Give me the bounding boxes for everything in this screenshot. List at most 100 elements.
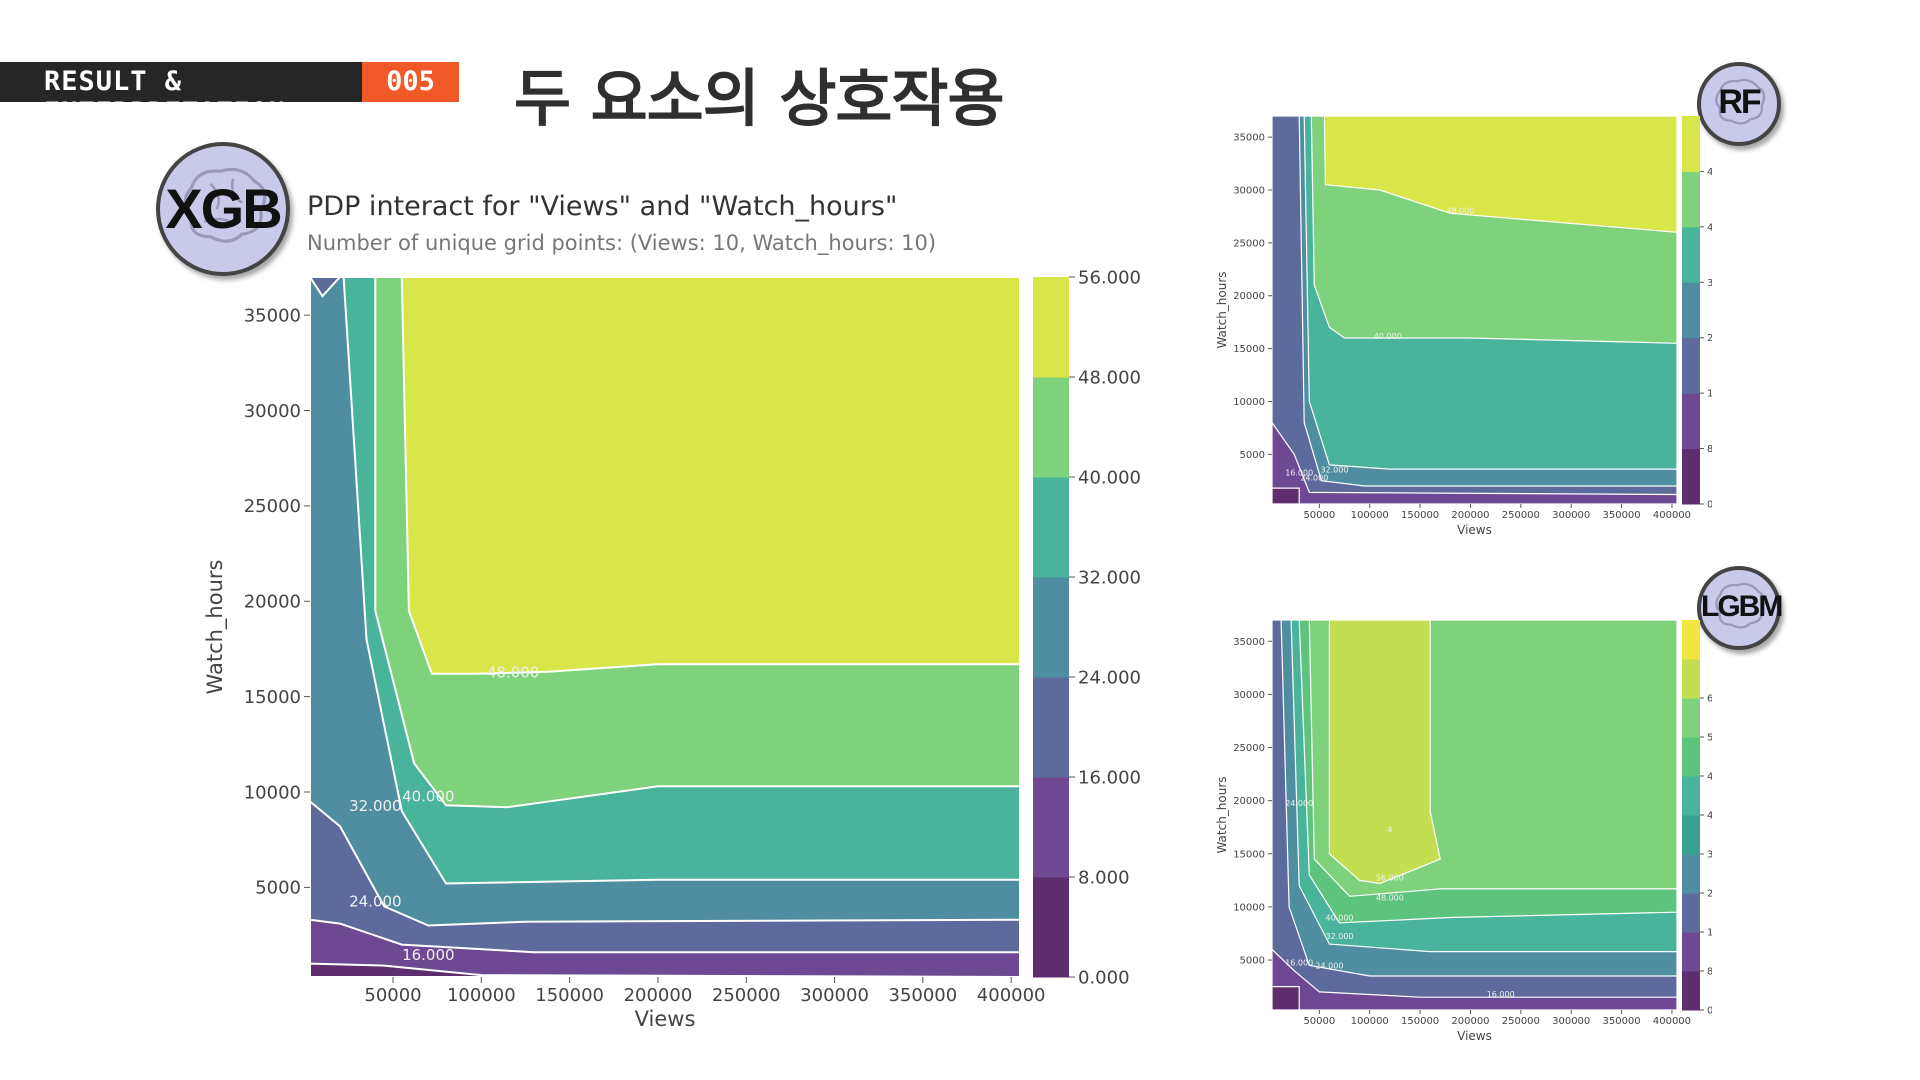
brain-icon: [183, 167, 267, 243]
lgbm-badge-label: LGBM: [1701, 590, 1783, 623]
x-tick-label: 100000: [1351, 510, 1389, 521]
rf-badge: RF: [1697, 62, 1781, 146]
contour-label: 32.000: [1326, 932, 1354, 941]
colorbar-tick-label: 56.000: [1078, 267, 1141, 288]
contour-label: 16.000: [1285, 958, 1313, 967]
x-tick-label: 400000: [1653, 1016, 1691, 1027]
x-tick-label: 350000: [1602, 510, 1640, 521]
colorbar-tick-label: 16.000: [1078, 767, 1141, 788]
colorbar-segment: [1682, 393, 1700, 450]
colorbar-segment: [1682, 171, 1700, 228]
colorbar-tick-label: 32.000: [1707, 850, 1712, 861]
colorbar-tick-label: 32.000: [1707, 278, 1712, 289]
x-tick-label: 300000: [1552, 510, 1590, 521]
contour-region: [1272, 421, 1677, 504]
contour-label: 48.000: [1376, 894, 1404, 903]
colorbar-segment: [1682, 815, 1700, 855]
contour-region: [1328, 620, 1441, 885]
xgb-badge: XGB: [156, 142, 290, 276]
y-axis-label: Watch_hours: [1215, 776, 1229, 853]
plot-area: [1272, 620, 1677, 1010]
y-tick-label: 20000: [1233, 796, 1265, 807]
plot-area: [310, 277, 1020, 977]
y-tick-label: 35000: [1233, 133, 1265, 144]
y-tick-label: 30000: [1233, 186, 1265, 197]
colorbar-segment: [1033, 777, 1069, 878]
y-tick-label: 20000: [244, 592, 301, 613]
section-number: 005: [386, 66, 435, 97]
colorbar-segment: [1033, 477, 1069, 578]
rf-badge-label: RF: [1718, 83, 1761, 121]
colorbar-tick-label: 24.000: [1707, 333, 1712, 344]
y-tick-label: 25000: [1233, 238, 1265, 249]
colorbar-tick-label: 0.000: [1078, 967, 1130, 988]
x-tick-label: 150000: [1401, 510, 1439, 521]
colorbar-segment: [1682, 854, 1700, 894]
x-tick-label: 150000: [535, 985, 604, 1006]
colorbar-segment: [1682, 226, 1700, 283]
contour-region: [1272, 986, 1300, 1010]
y-tick-label: 10000: [1233, 902, 1265, 913]
y-tick-label: 15000: [1233, 344, 1265, 355]
x-tick-label: 350000: [1602, 1016, 1640, 1027]
colorbar-segment: [1682, 737, 1700, 777]
colorbar-segment: [1682, 932, 1700, 972]
colorbar-tick-label: 0.000: [1707, 1006, 1712, 1017]
colorbar-tick-label: 64.000: [1707, 694, 1712, 705]
colorbar-tick-label: 0.000: [1707, 500, 1712, 511]
colorbar-segment: [1682, 893, 1700, 933]
contour-label: 32.000: [349, 797, 402, 815]
contour-region: [400, 277, 1020, 675]
page-title: 두 요소의 상호작용: [514, 62, 1004, 135]
colorbar-tick-label: 32.000: [1078, 567, 1141, 588]
colorbar-tick-label: 48.000: [1707, 167, 1712, 178]
x-tick-label: 100000: [1351, 1016, 1389, 1027]
colorbar-tick-label: 16.000: [1707, 389, 1712, 400]
contour-label: 40.000: [402, 788, 455, 806]
colorbar-segment: [1682, 282, 1700, 339]
x-tick-label: 200000: [624, 985, 693, 1006]
y-tick-label: 5000: [1240, 956, 1265, 967]
colorbar-segment: [1033, 677, 1069, 778]
x-tick-label: 250000: [1502, 1016, 1540, 1027]
colorbar-tick-label: 8.000: [1707, 967, 1712, 978]
colorbar-tick-label: 40.000: [1078, 467, 1141, 488]
y-tick-label: 35000: [1233, 637, 1265, 648]
x-tick-label: 50000: [364, 985, 421, 1006]
x-tick-label: 400000: [1653, 510, 1691, 521]
colorbar-segment: [1682, 659, 1700, 699]
contour-region: [310, 918, 1020, 977]
colorbar-tick-label: 16.000: [1707, 928, 1712, 939]
colorbar-segment: [1033, 877, 1069, 978]
y-axis-label: Watch_hours: [1215, 271, 1229, 348]
colorbar-segment: [1682, 620, 1700, 660]
contour-label: 16.000: [402, 946, 455, 964]
y-tick-label: 30000: [1233, 690, 1265, 701]
contour-region: [1323, 116, 1677, 233]
x-tick-label: 150000: [1401, 1016, 1439, 1027]
x-tick-label: 100000: [447, 985, 516, 1006]
colorbar-segment: [1682, 776, 1700, 816]
lgbm-badge: LGBM: [1697, 566, 1783, 650]
colorbar-segment: [1682, 698, 1700, 738]
y-tick-label: 20000: [1233, 291, 1265, 302]
x-tick-label: 400000: [977, 985, 1046, 1006]
plot-area: [1272, 116, 1677, 504]
contour-label: 56.000: [1376, 873, 1404, 882]
y-axis-label: Watch_hours: [203, 560, 228, 695]
colorbar-segment: [1682, 448, 1700, 505]
contour-region: [310, 962, 1020, 977]
contour-region: [1272, 948, 1677, 1010]
colorbar-tick-label: 24.000: [1078, 667, 1141, 688]
x-tick-label: 250000: [712, 985, 781, 1006]
x-tick-label: 50000: [1303, 510, 1335, 521]
colorbar-tick-label: 24.000: [1707, 889, 1712, 900]
x-tick-label: 200000: [1451, 1016, 1489, 1027]
colorbar-segment: [1682, 971, 1700, 1011]
section-label: RESULT & INTERPRETATION: [44, 66, 286, 128]
contour-label: 24.000: [1300, 474, 1328, 483]
y-tick-label: 5000: [255, 878, 301, 899]
colorbar-tick-label: 40.000: [1707, 811, 1712, 822]
